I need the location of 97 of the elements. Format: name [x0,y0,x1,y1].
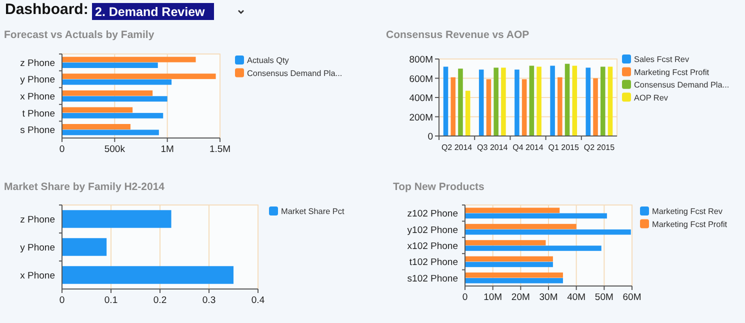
chart-title: Forecast vs Actuals by Family [4,29,154,41]
legend-label: Consensus Demand Pla... [634,80,730,90]
x-tick-label: Q4 2014 [512,143,544,152]
bar [536,66,542,136]
legend-label: Consensus Demand Pla... [247,68,342,78]
y-tick-label: 200M [409,112,434,124]
bar [465,262,553,268]
bar [465,240,546,246]
x-tick-label: 0 [59,144,65,155]
x-tick-label: 60M [622,292,642,303]
bar [586,68,591,136]
y-tick-label: x102 Phone [407,241,458,252]
bar [558,77,562,136]
y-tick-label: y Phone [20,242,55,254]
y-tick-label: s102 Phone [407,273,458,284]
y-tick-label: 800M [409,54,434,66]
bar [465,90,470,136]
legend-label: Marketing Fcst Profit [652,220,728,229]
bar [465,208,560,213]
x-tick-label: 0.2 [153,295,167,306]
x-tick-label: 50M [594,292,614,303]
y-tick-label: t Phone [22,108,55,120]
y-tick-label: 400M [409,93,434,104]
bar [494,68,498,136]
y-tick-label: 0 [428,132,433,142]
bar [465,213,607,218]
bar [486,79,492,136]
bar [62,124,130,130]
chart-title: Top New Products [393,181,485,193]
bar [529,66,534,136]
legend-label: Sales Fcst Rev [634,55,690,64]
y-tick-label: y Phone [20,74,55,86]
bar [572,66,578,136]
x-tick-label: 30M [539,292,558,303]
bar [450,77,456,136]
bar [62,90,153,96]
y-tick-label: x Phone [20,92,55,102]
x-tick-label: 0.4 [251,295,265,306]
y-tick-label: z102 Phone [407,208,458,220]
x-tick-label: 20M [511,292,530,303]
bar [62,107,133,113]
bar [514,70,520,136]
x-tick-label: 0 [462,292,468,303]
x-tick-label: 0 [59,295,65,306]
chart-title: Market Share by Family H2-2014 [4,181,165,193]
bar [564,64,570,136]
y-tick-label: t102 Phone [409,257,458,268]
legend-label: Marketing Fcst Profit [634,68,710,77]
bar [600,66,606,136]
x-tick-label: 1.5M [209,144,231,155]
bar [62,79,172,85]
bar [62,238,107,256]
bar [465,229,631,235]
x-tick-label: 10M [484,292,502,303]
x-tick-label: 500k [104,144,126,155]
bar [465,278,563,284]
x-tick-label: 40M [567,292,586,303]
x-tick-label: 0.3 [202,295,216,306]
bar [62,266,234,284]
bar [465,256,553,262]
bar [465,272,563,278]
bar [478,70,484,136]
legend-label: Market Share Pct [281,207,345,216]
bar [593,78,598,136]
x-tick-label: Q2 2014 [441,143,473,152]
bar [62,112,164,118]
x-tick-label: 0.1 [104,295,118,306]
y-tick-label: z Phone [20,214,55,226]
bar [465,224,576,230]
y-tick-label: x Phone [20,270,55,282]
legend-label: AOP Rev [634,93,669,102]
y-tick-label: z Phone [20,58,55,69]
text: 2. Demand Review [95,5,206,19]
bar [608,66,613,136]
y-tick-label: y102 Phone [407,224,458,236]
bar [62,210,172,228]
y-tick-label: s Phone [20,125,55,136]
bar [62,62,158,68]
text: Dashboard: [5,1,88,18]
bar [62,74,216,80]
bar [501,68,506,136]
chart-title: Consensus Revenue vs AOP [386,29,530,41]
x-tick-label: Q1 2015 [548,143,580,152]
bar [458,68,463,136]
bar [522,79,527,136]
bar [443,66,448,136]
bar [62,96,168,102]
x-tick-label: Q3 2014 [477,143,508,152]
x-tick-label: Q2 2015 [584,143,616,152]
legend-label: Marketing Fcst Rev [652,207,724,216]
bar [62,130,159,136]
bar [550,66,555,136]
legend-label: Actuals Qty [247,56,290,66]
bar [62,56,196,62]
y-tick-label: 600M [409,74,434,85]
bar [465,246,602,251]
x-tick-label: 1M [160,144,174,155]
